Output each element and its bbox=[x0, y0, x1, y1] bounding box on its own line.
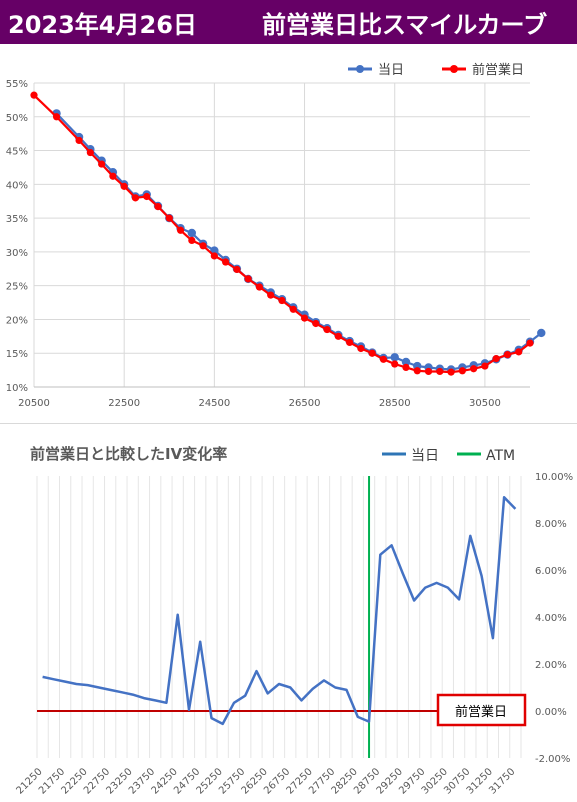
chart1-x-tick-label: 26500 bbox=[289, 398, 321, 409]
banner-date: 2023年4月26日 bbox=[8, 11, 197, 39]
chart1-point-1 bbox=[131, 194, 140, 202]
chart1-point-1 bbox=[244, 275, 252, 283]
chart1-y-tick-label: 40% bbox=[6, 180, 28, 191]
chart1-point-1 bbox=[391, 360, 399, 368]
chart2-y-tick-label: 10.00% bbox=[535, 472, 573, 483]
legend-atm-label: ATM bbox=[486, 448, 515, 464]
chart1-point-1 bbox=[233, 265, 241, 274]
chart1-point-1 bbox=[30, 91, 38, 99]
chart1-point-1 bbox=[98, 160, 106, 168]
chart1-point-1 bbox=[503, 350, 512, 359]
zero-line-label-box: 前営業日 bbox=[436, 693, 527, 727]
chart1-point-1 bbox=[458, 367, 466, 375]
chart1-point-0 bbox=[187, 228, 197, 238]
chart1-point-1 bbox=[368, 349, 376, 357]
chart2-y-tick-label: 4.00% bbox=[535, 613, 567, 624]
chart1-x-tick-label: 28500 bbox=[379, 398, 411, 409]
chart2-y-tick-label: 8.00% bbox=[535, 519, 567, 530]
chart2-title: 前営業日と比較したIV変化率 bbox=[30, 445, 227, 463]
chart1-y-tick-label: 45% bbox=[6, 147, 28, 158]
chart1-y-tick-label: 55% bbox=[6, 79, 28, 90]
chart1-point-1 bbox=[289, 305, 297, 313]
chart1-point-1 bbox=[109, 172, 117, 180]
iv-change-chart: 前営業日と比較したIV変化率 10.00% 8.00% 6.00% 4.00% 2.00… bbox=[14, 445, 573, 797]
chart1-series-line-0 bbox=[55, 112, 542, 371]
banner-title: 前営業日比スマイルカーブ bbox=[262, 11, 548, 39]
smile-curve-chart: 10% 15% 20% 25% 30% 35% 40% 45% 50% 55% 20500 2250… bbox=[6, 62, 546, 409]
chart1-x-tick-label: 20500 bbox=[18, 398, 50, 409]
chart1-point-1 bbox=[312, 319, 320, 328]
chart1-point-1 bbox=[379, 355, 388, 363]
chart2-x-ticks: 2125021750222502275023250237502425024750… bbox=[14, 766, 517, 796]
chart1-point-1 bbox=[402, 363, 410, 372]
chart1-x-tick-label: 24500 bbox=[198, 398, 230, 409]
chart1-point-1 bbox=[470, 365, 478, 373]
chart1-point-1 bbox=[199, 242, 207, 250]
legend-iv-today-label: 当日 bbox=[411, 448, 439, 464]
chart1-x-tick-label: 22500 bbox=[108, 398, 140, 409]
chart2-y-tick-label: -2.00% bbox=[535, 754, 570, 765]
chart1-point-1 bbox=[255, 283, 264, 291]
chart1-point-1 bbox=[210, 252, 218, 260]
chart1-point-1 bbox=[323, 325, 331, 334]
chart1-series bbox=[30, 91, 546, 376]
chart1-point-1 bbox=[436, 367, 444, 376]
chart2-y-ticks: 10.00% 8.00% 6.00% 4.00% 2.00% 0.00% -2.00% bbox=[535, 472, 573, 765]
chart1-series-line-1 bbox=[33, 94, 531, 374]
chart2-y-tick-label: 0.00% bbox=[535, 707, 567, 718]
chart1-point-1 bbox=[278, 296, 286, 305]
chart1-point-0 bbox=[390, 353, 399, 362]
chart1-point-1 bbox=[526, 339, 534, 347]
chart-separator bbox=[0, 423, 577, 424]
chart1-point-1 bbox=[120, 182, 128, 190]
legend-today-label: 当日 bbox=[378, 63, 404, 78]
chart2-legend: 当日 ATM bbox=[382, 448, 515, 464]
chart1-legend: 当日 前営業日 bbox=[348, 62, 524, 78]
chart1-point-1 bbox=[424, 367, 433, 376]
chart1-y-tick-label: 30% bbox=[6, 248, 28, 259]
legend-today-marker bbox=[356, 65, 364, 73]
chart1-gridlines bbox=[33, 82, 530, 388]
chart1-point-1 bbox=[75, 136, 83, 145]
legend-prev-marker bbox=[450, 65, 458, 73]
chart2-y-tick-label: 6.00% bbox=[535, 566, 567, 577]
iv-change-series-line bbox=[42, 495, 517, 726]
zero-line-label: 前営業日 bbox=[455, 704, 507, 720]
chart1-y-tick-label: 15% bbox=[6, 349, 28, 360]
chart1-y-ticks: 10% 15% 20% 25% 30% 35% 40% 45% 50% 55% bbox=[6, 79, 28, 394]
chart1-point-0 bbox=[537, 328, 546, 338]
chart1-point-1 bbox=[481, 362, 489, 370]
chart1-point-1 bbox=[86, 148, 94, 157]
legend-prev-label: 前営業日 bbox=[472, 62, 524, 78]
chart1-y-tick-label: 10% bbox=[6, 383, 28, 394]
chart1-y-tick-label: 20% bbox=[6, 315, 28, 326]
chart1-point-1 bbox=[267, 291, 275, 299]
chart1-point-1 bbox=[222, 258, 230, 266]
chart1-point-1 bbox=[176, 226, 185, 234]
chart2-y-tick-label: 2.00% bbox=[535, 660, 567, 671]
title-banner: 2023年4月26日 前営業日比スマイルカーブ bbox=[0, 0, 577, 44]
chart1-x-ticks: 20500 22500 24500 26500 28500 30500 bbox=[18, 398, 501, 409]
chart1-point-1 bbox=[143, 192, 151, 201]
chart1-point-1 bbox=[413, 367, 421, 375]
chart1-point-1 bbox=[188, 236, 196, 245]
chart1-point-1 bbox=[154, 203, 162, 211]
chart1-point-1 bbox=[165, 214, 173, 222]
chart1-point-1 bbox=[334, 332, 342, 340]
chart1-point-1 bbox=[346, 338, 354, 347]
chart1-point-0 bbox=[401, 357, 411, 367]
chart1-point-1 bbox=[300, 314, 309, 322]
chart1-y-tick-label: 35% bbox=[6, 214, 28, 225]
chart1-y-tick-label: 25% bbox=[6, 282, 28, 293]
chart1-x-tick-label: 30500 bbox=[469, 398, 501, 409]
chart1-point-1 bbox=[357, 344, 365, 353]
chart1-point-1 bbox=[447, 368, 455, 376]
chart1-point-1 bbox=[492, 355, 500, 363]
chart1-point-1 bbox=[52, 113, 61, 121]
zero-line-label-frame bbox=[436, 693, 527, 727]
chart1-y-tick-label: 50% bbox=[6, 113, 28, 124]
chart1-point-1 bbox=[515, 348, 523, 356]
